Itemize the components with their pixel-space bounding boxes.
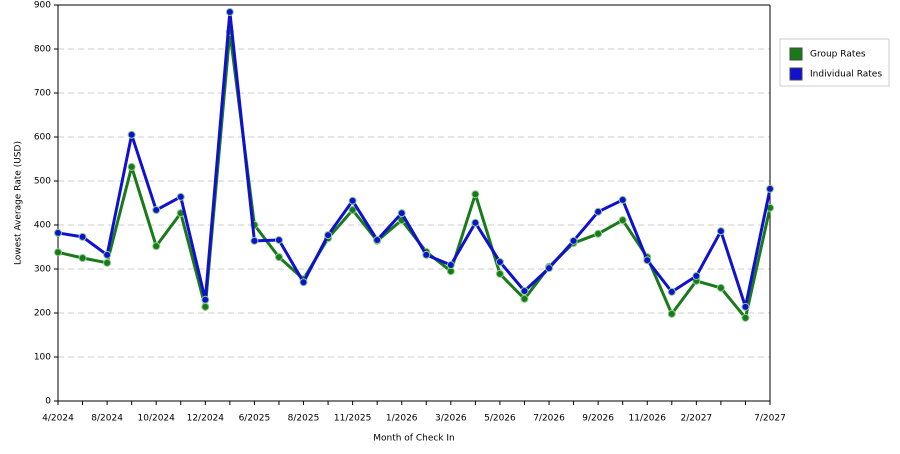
point <box>127 130 136 139</box>
point <box>741 302 750 311</box>
x-tick-label: 8/2025 <box>288 414 320 424</box>
x-tick-label: 2/2027 <box>681 414 713 424</box>
point <box>103 250 112 259</box>
point <box>471 190 480 199</box>
point <box>397 209 406 218</box>
point <box>422 250 431 259</box>
point <box>201 295 210 304</box>
x-tick-label: 11/2025 <box>334 414 371 424</box>
legend-swatch <box>789 67 803 81</box>
y-tick-label: 900 <box>34 1 51 11</box>
point <box>176 192 185 201</box>
series-line <box>57 10 772 309</box>
point <box>667 287 676 296</box>
point <box>667 309 676 318</box>
x-tick-label: 7/2027 <box>754 414 786 424</box>
y-tick-label: 300 <box>34 265 51 275</box>
point <box>348 206 357 215</box>
point <box>692 272 701 281</box>
y-tick-label: 600 <box>34 133 51 143</box>
y-tick-label: 800 <box>34 45 51 55</box>
x-axis-label: Month of Check In <box>373 434 455 444</box>
point <box>520 294 529 303</box>
y-tick-label: 700 <box>34 89 51 99</box>
point <box>594 207 603 216</box>
point <box>103 258 112 267</box>
x-tick-label: 3/2026 <box>435 414 467 424</box>
point <box>152 206 161 215</box>
point <box>324 231 333 240</box>
point <box>274 235 283 244</box>
legend-swatch <box>789 47 803 61</box>
x-tick-label: 6/2025 <box>239 414 271 424</box>
x-tick-label: 7/2026 <box>533 414 565 424</box>
point <box>495 257 504 266</box>
x-tick-label: 1/2026 <box>386 414 418 424</box>
point <box>446 261 455 270</box>
point <box>274 253 283 262</box>
point <box>495 269 504 278</box>
y-tick-label: 100 <box>34 353 51 363</box>
point <box>618 216 627 225</box>
point <box>594 229 603 238</box>
x-tick-label: 9/2026 <box>582 414 614 424</box>
x-tick-label: 12/2024 <box>187 414 225 424</box>
legend-label: Individual Rates <box>810 70 882 80</box>
x-tick-label: 4/2024 <box>42 414 74 424</box>
point <box>643 256 652 265</box>
point <box>299 278 308 287</box>
x-tick-label: 10/2024 <box>138 414 176 424</box>
legend-label: Group Rates <box>810 50 866 60</box>
y-tick-label: 500 <box>34 177 51 187</box>
y-axis-label: Lowest Average Rate (USD) <box>14 141 24 265</box>
point <box>545 264 554 273</box>
point <box>520 287 529 295</box>
point <box>78 254 87 262</box>
point <box>127 162 136 171</box>
y-tick-label: 0 <box>45 397 51 407</box>
x-tick-label: 8/2024 <box>91 414 123 424</box>
point <box>618 195 627 204</box>
point <box>348 196 357 205</box>
point <box>201 302 210 311</box>
point <box>78 232 87 241</box>
y-tick-label: 400 <box>34 221 51 231</box>
point <box>741 313 750 322</box>
y-tick-label: 200 <box>34 309 51 319</box>
point <box>569 236 578 245</box>
point <box>716 283 725 292</box>
x-tick-label: 5/2026 <box>484 414 516 424</box>
x-tick-label: 11/2026 <box>629 414 667 424</box>
point <box>152 242 161 251</box>
point <box>54 228 62 237</box>
point <box>766 184 774 193</box>
point <box>54 248 62 257</box>
point <box>373 235 382 244</box>
point <box>716 227 725 236</box>
point <box>250 236 259 245</box>
point <box>225 8 234 17</box>
point <box>471 218 480 227</box>
